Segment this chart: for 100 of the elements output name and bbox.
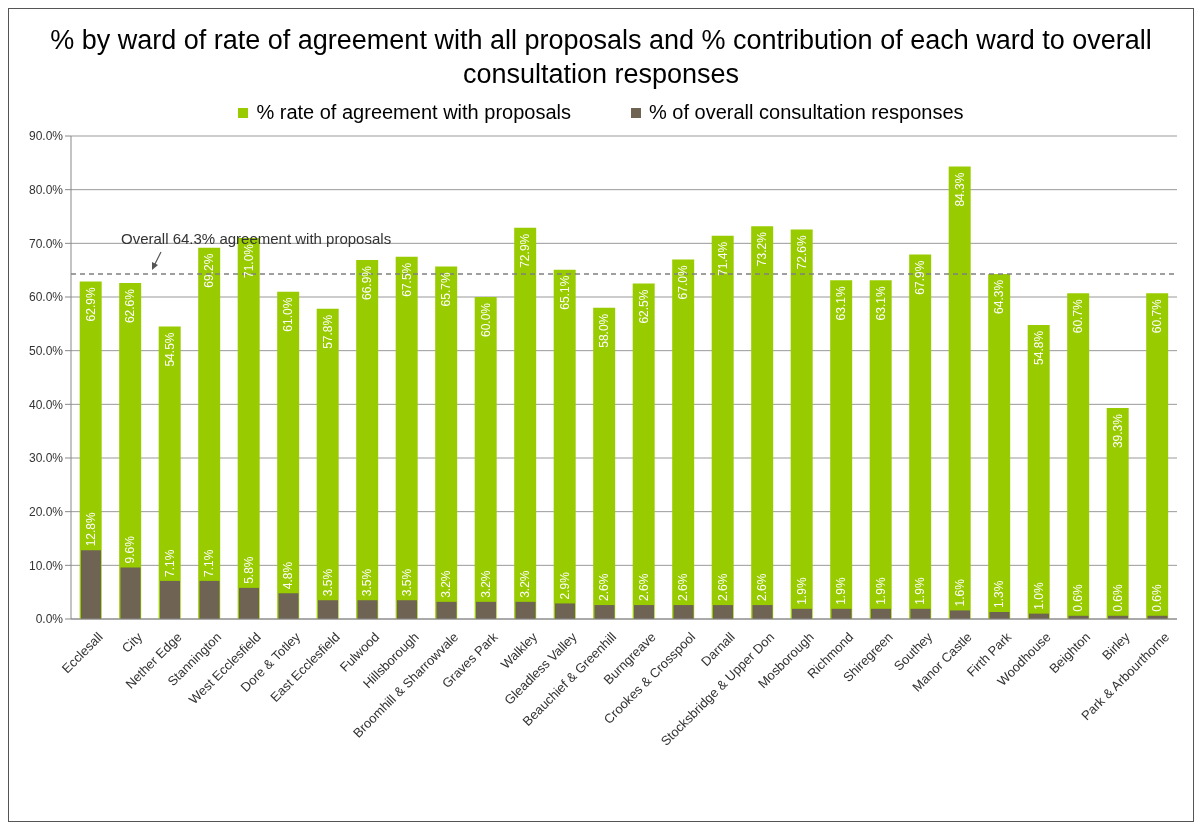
data-label: 62.5% xyxy=(636,289,651,324)
bar xyxy=(395,256,418,619)
bar xyxy=(198,247,221,619)
bar xyxy=(357,600,378,619)
data-label: 7.1% xyxy=(163,549,177,577)
bar xyxy=(950,610,970,619)
bar xyxy=(160,580,180,619)
y-tick-label: 70.0% xyxy=(28,236,64,251)
data-label: 2.6% xyxy=(755,573,770,602)
bar xyxy=(555,603,575,619)
bar xyxy=(593,307,616,619)
bar xyxy=(673,605,694,619)
data-label: 71.4% xyxy=(715,241,730,276)
data-label: 12.8% xyxy=(84,511,98,547)
y-tick-label: 40.0% xyxy=(28,397,64,412)
bar xyxy=(514,227,537,619)
data-label: 72.9% xyxy=(518,233,533,268)
data-label: 62.9% xyxy=(83,287,98,322)
data-label: 1.3% xyxy=(992,580,1007,609)
bar xyxy=(948,166,971,619)
y-tick-label: 30.0% xyxy=(28,451,64,466)
data-label: 61.0% xyxy=(281,297,296,332)
data-label: 67.9% xyxy=(913,260,928,295)
bar xyxy=(553,269,576,619)
bar xyxy=(356,259,379,619)
data-label: 54.8% xyxy=(1031,330,1046,365)
bar xyxy=(830,280,853,619)
legend-label: % rate of agreement with proposals xyxy=(256,101,571,124)
data-label: 1.9% xyxy=(874,577,888,605)
bar xyxy=(909,254,932,619)
bar xyxy=(515,601,536,619)
bar xyxy=(752,605,773,619)
bar xyxy=(594,605,615,619)
data-label: 64.3% xyxy=(992,279,1007,314)
bar xyxy=(1146,293,1169,619)
bar xyxy=(318,600,338,619)
y-tick-label: 50.0% xyxy=(28,343,64,358)
chart-title: % by ward of rate of agreement with all proposals and % contribution of each ward to overall consultation responses xyxy=(49,24,1153,91)
bar xyxy=(81,550,101,619)
bar xyxy=(277,291,300,619)
data-label: 72.6% xyxy=(794,235,809,270)
bar xyxy=(988,273,1011,619)
bar xyxy=(436,601,457,619)
bar xyxy=(1027,324,1050,619)
data-label: 1.0% xyxy=(1032,581,1046,610)
bar xyxy=(397,600,417,619)
data-label: 66.9% xyxy=(360,265,375,300)
bar xyxy=(632,283,655,619)
data-label: 3.2% xyxy=(479,570,493,598)
data-label: 67.5% xyxy=(399,262,414,297)
y-tick-label: 90.0% xyxy=(28,129,64,144)
data-label: 9.6% xyxy=(123,535,138,564)
bar xyxy=(672,259,695,619)
y-tick-label: 10.0% xyxy=(28,558,64,573)
data-label: 5.8% xyxy=(242,556,256,584)
bar xyxy=(751,226,774,619)
data-label: 3.2% xyxy=(518,570,533,598)
data-label: 3.5% xyxy=(360,568,375,597)
bar xyxy=(316,308,339,619)
data-label: 3.5% xyxy=(321,568,335,597)
bar xyxy=(1106,408,1129,619)
data-label: 54.5% xyxy=(162,332,177,367)
legend-label: % of overall consultation responses xyxy=(648,101,964,124)
data-label: 60.7% xyxy=(1150,298,1165,334)
data-label: 67.0% xyxy=(676,265,691,300)
y-tick-label: 20.0% xyxy=(28,504,64,519)
data-label: 65.1% xyxy=(557,275,572,310)
data-label: 4.8% xyxy=(281,561,296,590)
bar xyxy=(474,297,497,619)
bar xyxy=(239,587,259,619)
data-label: 73.2% xyxy=(755,231,770,267)
data-label: 1.9% xyxy=(795,577,809,605)
data-label: 63.1% xyxy=(873,286,888,321)
data-label: 60.0% xyxy=(478,302,493,338)
data-label: 0.6% xyxy=(1111,584,1125,612)
data-label: 3.2% xyxy=(439,570,454,598)
bar xyxy=(278,593,299,619)
bar xyxy=(120,567,141,619)
bar xyxy=(1067,293,1090,619)
y-tick-label: 80.0% xyxy=(28,182,64,197)
data-label: 1.9% xyxy=(834,577,849,605)
data-label: 2.6% xyxy=(597,573,612,602)
data-label: 0.6% xyxy=(1071,584,1086,612)
data-label: 69.2% xyxy=(202,253,217,288)
data-label: 2.6% xyxy=(637,573,651,602)
bar xyxy=(869,280,892,619)
data-label: 1.6% xyxy=(953,578,967,607)
bar xyxy=(713,605,733,619)
data-label: 2.6% xyxy=(716,573,730,602)
data-label: 62.6% xyxy=(123,288,138,324)
data-label: 2.9% xyxy=(558,571,572,600)
bar xyxy=(476,601,496,619)
data-label: 7.1% xyxy=(202,549,217,577)
data-label: 2.6% xyxy=(676,573,691,602)
bar xyxy=(435,266,458,619)
y-tick-label: 60.0% xyxy=(28,290,64,305)
x-tick-label: City xyxy=(118,628,146,656)
data-label: 39.3% xyxy=(1110,413,1125,449)
data-label: 60.7% xyxy=(1071,298,1086,334)
bar xyxy=(790,229,813,619)
